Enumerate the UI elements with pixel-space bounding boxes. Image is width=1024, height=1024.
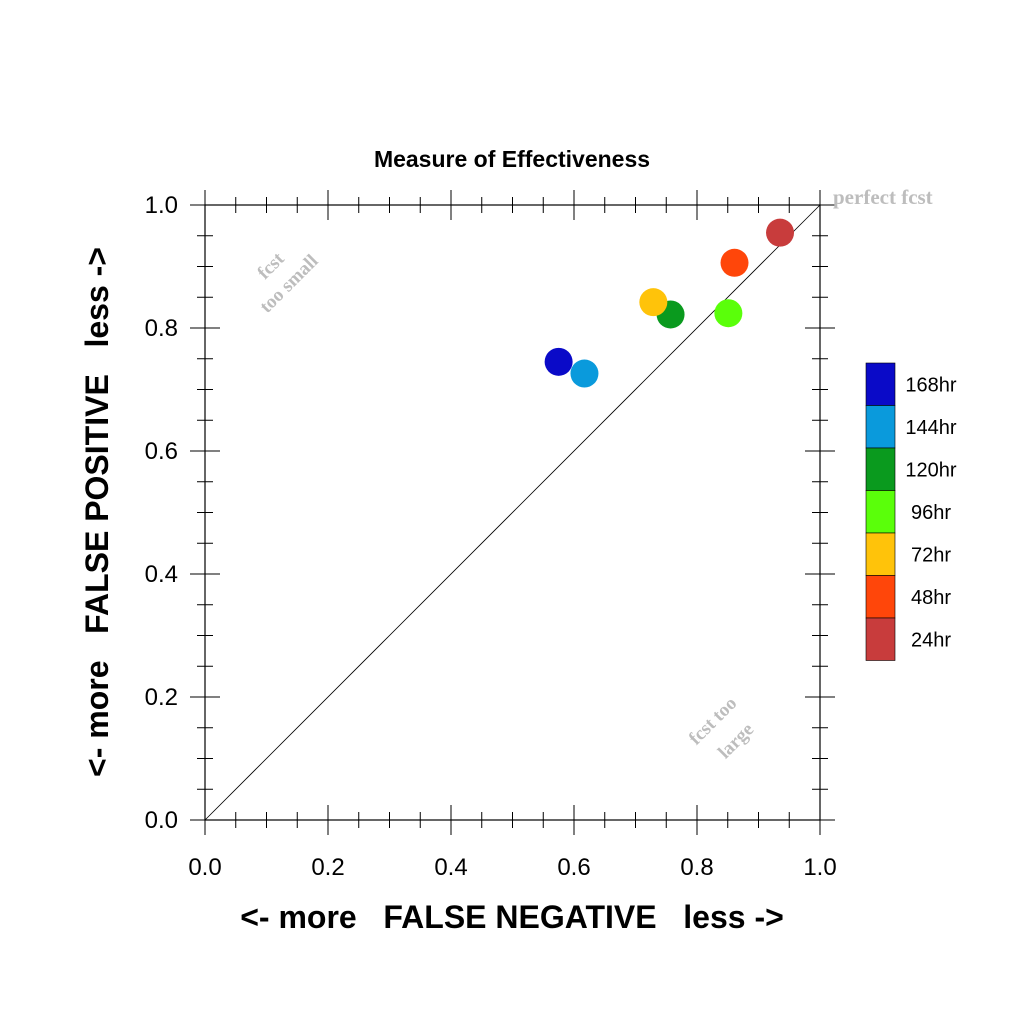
y-tick-labels: 0.0 0.2 0.4 0.6 0.8 1.0 [145,192,178,834]
x-tick-labels: 0.0 0.2 0.4 0.6 0.8 1.0 [188,854,836,881]
x-tick-label: 0.8 [680,854,713,881]
data-point-48hr [720,248,749,277]
x-tick-label: 0.0 [188,854,221,881]
diagonal-reference-line [204,204,821,821]
major-ticks [190,190,835,835]
y-tick-label: 0.8 [145,315,178,342]
x-tick-label: 0.4 [434,854,467,881]
legend-swatch-72hr [865,532,896,576]
legend-label-96hr: 96hr [911,502,951,524]
legend-swatch-96hr [865,490,896,534]
chart-title: Measure of Effectiveness [374,146,650,172]
legend-label-144hr: 144hr [905,417,956,439]
data-point-144hr [570,359,599,388]
legend-label-168hr: 168hr [905,374,956,396]
data-point-168hr [544,347,573,376]
legend-swatch-144hr [865,405,896,449]
y-axis-label: <- more FALSE POSITIVE less -> [79,247,115,777]
x-tick-label: 1.0 [803,854,836,881]
legend-label-120hr: 120hr [905,459,956,481]
legend-swatch-168hr [865,362,896,406]
y-tick-label: 0.0 [145,807,178,834]
data-point-96hr [714,299,743,328]
y-tick-label: 1.0 [145,192,178,219]
legend-swatch-48hr [865,575,896,619]
legend-swatch-120hr [865,447,896,491]
data-point-72hr [639,288,668,317]
legend: 168hr 144hr 120hr 96hr 72hr 48hr 24hr [865,362,957,661]
legend-swatch-24hr [865,617,896,661]
x-tick-label: 0.6 [557,854,590,881]
x-tick-label: 0.2 [311,854,344,881]
x-axis-label: <- more FALSE NEGATIVE less -> [240,899,784,935]
y-tick-label: 0.2 [145,684,178,711]
minor-ticks [197,197,828,828]
y-tick-label: 0.6 [145,438,178,465]
perfect-forecast-annotation: perfect fcst [833,185,933,209]
data-points [544,218,795,388]
data-point-24hr [766,218,795,247]
legend-label-24hr: 24hr [911,629,951,651]
y-tick-label: 0.4 [145,561,178,588]
legend-label-48hr: 48hr [911,587,951,609]
legend-label-72hr: 72hr [911,544,951,566]
